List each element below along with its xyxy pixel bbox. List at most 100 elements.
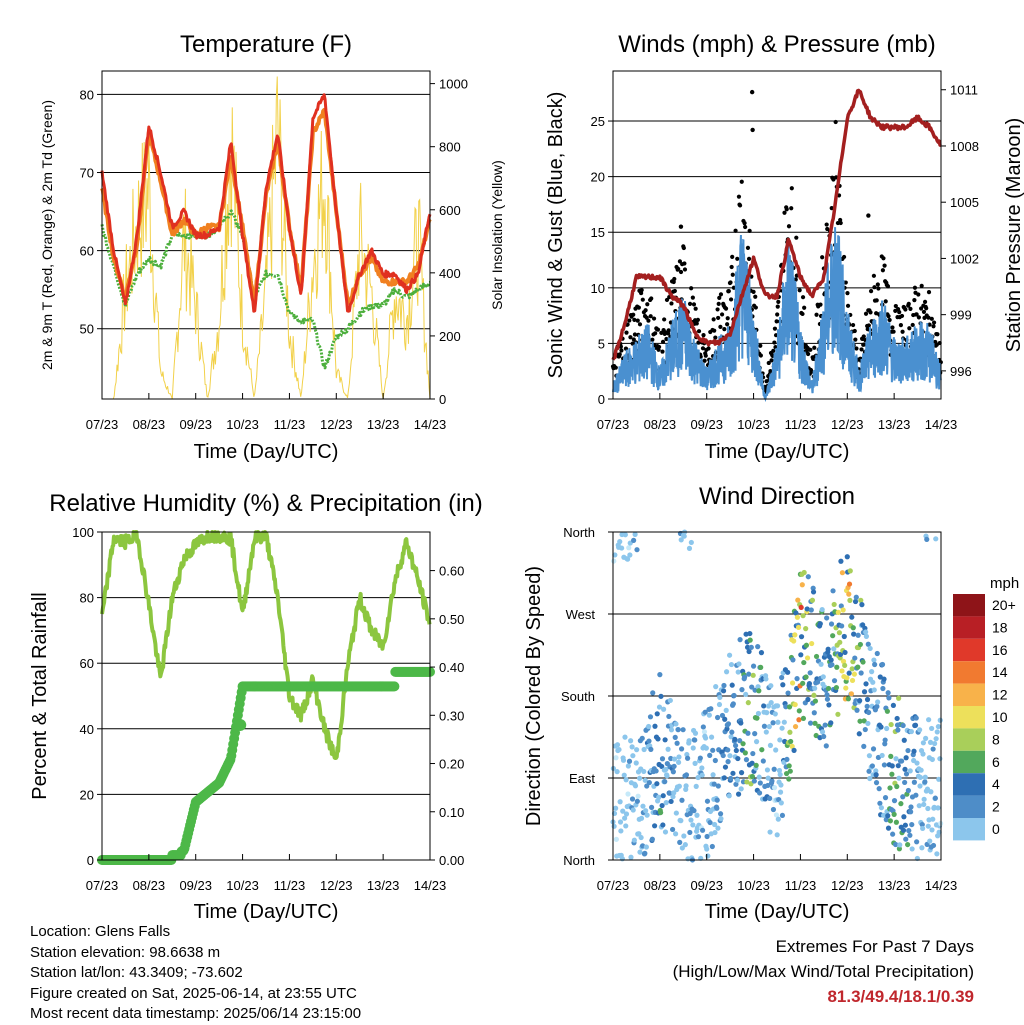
direction-xtick-label: 13/23: [878, 878, 911, 893]
direction-point: [902, 766, 908, 772]
direction-point: [630, 807, 636, 813]
direction-point: [863, 633, 870, 639]
direction-point: [911, 748, 917, 754]
direction-point: [930, 746, 936, 752]
direction-point: [687, 829, 693, 836]
colorbar-swatch: [953, 683, 985, 706]
gust-point: [886, 314, 891, 319]
direction-point: [664, 773, 670, 779]
direction-point: [795, 624, 802, 631]
direction-point: [927, 838, 933, 844]
gust-point: [631, 337, 636, 342]
direction-point: [681, 533, 687, 539]
direction-point: [756, 790, 763, 796]
direction-point: [804, 655, 811, 661]
gust-point: [706, 346, 711, 351]
direction-point: [805, 574, 811, 580]
direction-point: [839, 570, 846, 576]
direction-point: [803, 642, 810, 648]
wind-line: [612, 227, 942, 403]
direction-point: [846, 670, 852, 676]
direction-point: [772, 711, 778, 717]
direction-point: [937, 717, 943, 723]
winds-xlabel: Time (Day/UTC): [705, 441, 850, 463]
direction-point: [616, 746, 622, 753]
gust-point: [771, 348, 776, 354]
direction-point: [831, 646, 837, 652]
direction-point: [831, 601, 837, 608]
direction-point: [845, 696, 852, 702]
temperature-ytick-label: 50: [80, 322, 94, 337]
direction-point: [629, 796, 636, 802]
direction-point: [635, 793, 641, 799]
direction-point: [919, 822, 925, 828]
direction-point: [777, 789, 784, 795]
direction-point: [722, 716, 728, 722]
humidity-ytick-label: 20: [80, 787, 94, 802]
temperature-y2tick-label: 200: [439, 329, 461, 344]
direction-point: [725, 759, 731, 765]
direction-point: [837, 651, 844, 658]
gust-point: [916, 292, 921, 297]
direction-point: [927, 739, 934, 745]
colorbar-title: mph: [990, 575, 1019, 592]
direction-point: [889, 771, 895, 777]
direction-point: [677, 839, 683, 845]
gust-point: [758, 343, 763, 348]
direction-point: [810, 589, 817, 595]
direction-point: [641, 746, 647, 753]
direction-point: [828, 621, 835, 627]
direction-point: [840, 658, 847, 664]
direction-point: [771, 766, 777, 772]
gust-point: [712, 328, 717, 333]
direction-point: [767, 829, 773, 835]
gust-point: [838, 220, 843, 226]
gust-point: [711, 317, 716, 322]
humidity-ytick-label: 60: [80, 656, 94, 671]
gust-point: [713, 335, 718, 340]
direction-point: [784, 756, 790, 763]
direction-point: [729, 682, 735, 688]
direction-point: [914, 839, 920, 845]
direction-point: [640, 803, 646, 809]
direction-point: [714, 797, 720, 803]
direction-point: [643, 844, 649, 850]
direction-point: [785, 690, 791, 696]
precip-point: [389, 681, 400, 692]
gust-point: [742, 220, 747, 226]
direction-point: [774, 832, 780, 838]
direction-point: [888, 753, 894, 759]
direction-point: [812, 698, 819, 704]
direction-point: [893, 819, 899, 825]
direction-point: [933, 536, 939, 542]
direction-point: [843, 685, 849, 691]
direction-point: [791, 747, 797, 753]
direction-point: [916, 803, 922, 809]
gust-point: [868, 310, 873, 315]
direction-point: [641, 768, 647, 775]
direction-point: [884, 725, 890, 732]
direction-point: [680, 727, 686, 733]
gust-point: [775, 312, 780, 317]
direction-point: [716, 701, 723, 708]
direction-point: [861, 689, 868, 695]
direction-point: [731, 692, 737, 699]
direction-point: [866, 753, 873, 759]
direction-point: [903, 771, 910, 777]
direction-point: [718, 816, 724, 822]
direction-point: [688, 539, 694, 546]
direction-point: [613, 836, 619, 842]
gust-point: [881, 256, 886, 261]
direction-point: [690, 822, 696, 828]
direction-point: [704, 846, 710, 852]
direction-point: [887, 818, 893, 824]
gust-point: [899, 313, 905, 319]
direction-point: [765, 775, 771, 781]
direction-point: [639, 735, 645, 741]
direction-point: [722, 764, 729, 770]
direction-point: [730, 770, 736, 776]
direction-point: [749, 684, 755, 690]
direction-point: [750, 750, 756, 757]
station-latlon: Station lat/lon: 43.3409; -73.602: [30, 964, 243, 981]
gust-point: [733, 228, 738, 233]
